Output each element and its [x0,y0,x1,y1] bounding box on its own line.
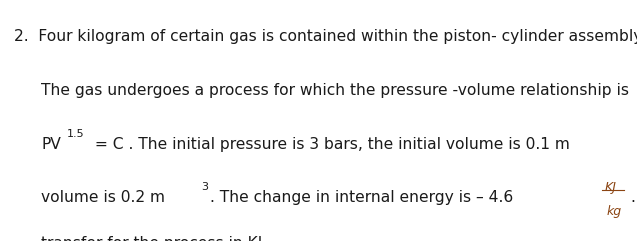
Text: volume is 0.2 m: volume is 0.2 m [41,190,166,205]
Text: 1.5: 1.5 [67,129,85,139]
Text: . The change in internal energy is – 4.6: . The change in internal energy is – 4.6 [210,190,513,205]
Text: PV: PV [41,137,61,152]
Text: kg: kg [606,205,621,218]
Text: .  Determine the heat: . Determine the heat [631,190,637,205]
Text: = C . The initial pressure is 3 bars, the initial volume is 0.1 m: = C . The initial pressure is 3 bars, th… [90,137,569,152]
Text: The gas undergoes a process for which the pressure -volume relationship is: The gas undergoes a process for which th… [41,83,629,98]
Text: 2.  Four kilogram of certain gas is contained within the piston- cylinder assemb: 2. Four kilogram of certain gas is conta… [14,29,637,44]
Text: 3: 3 [201,182,208,192]
Text: transfer for the process in KJ.: transfer for the process in KJ. [41,236,268,241]
Text: KJ: KJ [605,181,617,194]
